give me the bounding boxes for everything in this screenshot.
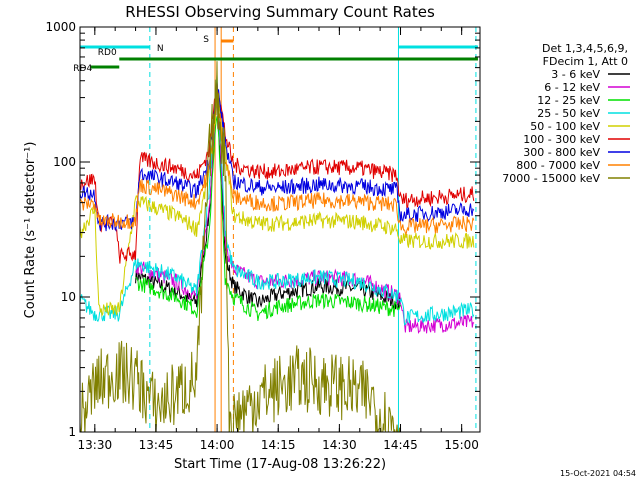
footer-date: 15-Oct-2021 04:54 xyxy=(560,469,636,478)
y-tick-label-3: 1000 xyxy=(45,20,76,34)
flag-label-1: RD0 xyxy=(98,48,117,58)
series-layer xyxy=(80,61,475,432)
flag-bars: N RD0 RD4 S xyxy=(73,35,478,74)
legend-label-1: 6 - 12 keV xyxy=(544,81,600,94)
y-axis-label: Count Rate (s⁻¹ detector⁻¹) xyxy=(23,142,38,319)
x-tick-label-2: 14:00 xyxy=(200,438,235,452)
legend-label-5: 100 - 300 keV xyxy=(523,133,600,146)
flag-label-3: S xyxy=(203,35,209,45)
legend-label-6: 300 - 800 keV xyxy=(523,146,600,159)
legend-header-1: FDecim 1, Att 0 xyxy=(543,55,628,68)
legend-header-0: Det 1,3,4,5,6,9, xyxy=(542,42,628,55)
series-line-6 xyxy=(80,82,475,232)
y-tick-label-1: 10 xyxy=(61,290,76,304)
legend: Det 1,3,4,5,6,9,FDecim 1, Att 03 - 6 keV… xyxy=(502,42,630,185)
legend-label-2: 12 - 25 keV xyxy=(537,94,600,107)
x-tick-label-6: 15:00 xyxy=(444,438,479,452)
x-axis-label: Start Time (17-Aug-08 13:26:22) xyxy=(174,457,386,472)
series-line-3 xyxy=(80,74,475,326)
plot-frame xyxy=(79,26,481,433)
series-line-5 xyxy=(80,83,475,264)
x-tick-label-0: 13:30 xyxy=(78,438,113,452)
chart-title: RHESSI Observing Summary Count Rates xyxy=(125,3,435,21)
y-axis: 1 10 100 1000 xyxy=(45,20,480,439)
flag-label-2: RD4 xyxy=(73,64,92,74)
legend-label-8: 7000 - 15000 keV xyxy=(502,172,600,185)
series-line-0 xyxy=(135,87,401,310)
x-tick-label-3: 14:15 xyxy=(261,438,296,452)
y-tick-label-2: 100 xyxy=(53,155,76,169)
legend-label-7: 800 - 7000 keV xyxy=(516,159,600,172)
series-line-2 xyxy=(135,116,401,321)
series-line-7 xyxy=(80,93,475,236)
x-tick-label-5: 14:45 xyxy=(383,438,418,452)
y-tick-label-0: 1 xyxy=(68,425,76,439)
x-tick-label-1: 13:45 xyxy=(139,438,174,452)
flag-label-0: N xyxy=(157,44,164,54)
legend-label-0: 3 - 6 keV xyxy=(551,68,600,81)
legend-label-3: 25 - 50 keV xyxy=(537,107,600,120)
x-tick-label-4: 14:30 xyxy=(322,438,357,452)
series-line-8 xyxy=(80,61,401,432)
x-axis: 13:30 13:45 14:00 14:15 14:30 14:45 15:00 xyxy=(78,27,479,452)
legend-label-4: 50 - 100 keV xyxy=(530,120,600,133)
series-line-4 xyxy=(80,102,475,318)
